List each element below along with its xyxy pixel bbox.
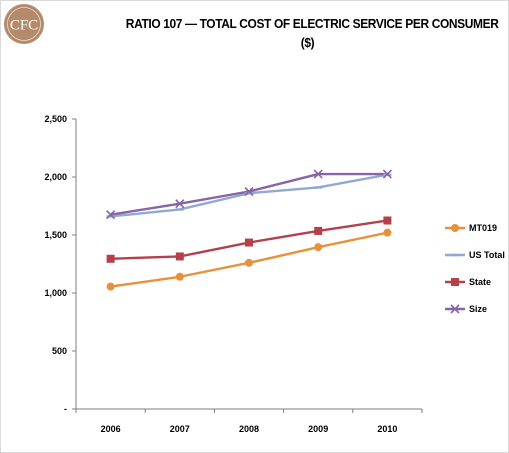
- data-point-state: [245, 238, 253, 247]
- legend-item-size: Size: [444, 299, 505, 319]
- legend-swatch: [445, 224, 465, 232]
- data-point-mt019: [314, 243, 323, 252]
- y-tick-label: -: [64, 404, 67, 414]
- chart-title: RATIO 107 — TOTAL COST OF ELECTRIC SERVI…: [125, 14, 499, 52]
- legend-label: MT019: [469, 223, 498, 233]
- chart-title-line1: RATIO 107 — TOTAL COST OF ELECTRIC SERVI…: [125, 16, 499, 31]
- data-point-size: [106, 210, 116, 220]
- legend-swatch: [445, 304, 465, 314]
- data-point-size: [382, 169, 392, 179]
- legend-item-mt019: MT019: [444, 218, 505, 238]
- x-tick-label: 2009: [308, 424, 328, 434]
- data-point-size: [175, 199, 185, 209]
- x-tick-label: 2008: [239, 424, 259, 434]
- data-point-size: [244, 186, 254, 197]
- legend: MT019 US Total State Size: [444, 218, 505, 326]
- data-point-state: [106, 254, 115, 263]
- x-tick-label: 2007: [170, 424, 190, 434]
- data-point-state: [175, 252, 184, 261]
- legend-item-us-total: US Total: [444, 245, 505, 265]
- chart-title-line2: ($): [300, 35, 315, 50]
- legend-label: Size: [469, 304, 488, 314]
- y-tick-label: 2,500: [44, 114, 67, 124]
- svg-text:CFC: CFC: [10, 18, 38, 34]
- data-point-mt019: [175, 272, 184, 281]
- y-tick-label: 500: [52, 346, 67, 356]
- cfc-logo: CFC: [4, 4, 44, 44]
- x-tick-label: 2010: [377, 424, 397, 434]
- data-point-mt019: [383, 228, 392, 237]
- legend-label: US Total: [469, 250, 505, 260]
- legend-item-state: State: [444, 272, 505, 292]
- legend-marker: [450, 304, 460, 314]
- data-point-size: [313, 169, 323, 179]
- legend-marker: [451, 224, 459, 232]
- y-tick-label: 1,500: [44, 230, 67, 240]
- y-tick-label: 1,000: [44, 288, 67, 298]
- series-line-us-total: [110, 173, 388, 218]
- legend-label: State: [469, 277, 492, 287]
- data-point-state: [314, 226, 323, 235]
- legend-swatch: [445, 278, 465, 286]
- legend-swatch: [445, 253, 465, 257]
- x-tick-label: 2006: [101, 424, 121, 434]
- data-point-state: [383, 216, 392, 225]
- data-point-mt019: [245, 258, 253, 267]
- legend-marker: [451, 278, 459, 286]
- y-tick-label: 2,000: [44, 172, 67, 182]
- data-point-mt019: [106, 282, 115, 291]
